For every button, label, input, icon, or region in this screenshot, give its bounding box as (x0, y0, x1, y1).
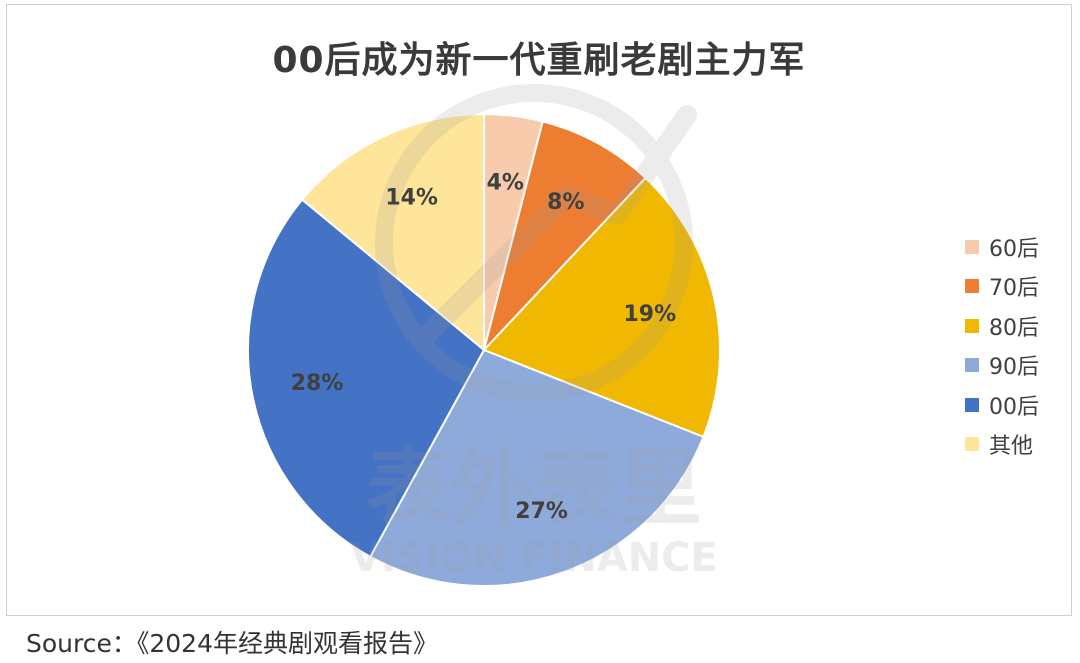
pie-slice-00后 (247, 198, 486, 559)
data-label-90后: 27% (515, 499, 568, 524)
watermark-cn: 表外表里 (366, 439, 702, 537)
legend-item-60后: 60后 (965, 227, 1065, 267)
data-label-70后: 8% (547, 190, 584, 215)
legend-label: 00后 (989, 394, 1039, 420)
data-label-80后: 19% (623, 302, 676, 327)
legend-swatch (965, 318, 979, 333)
legend-label: 90后 (989, 355, 1039, 381)
legend: 60后 70后 80后 90后 00后其他 (965, 227, 1065, 464)
legend-label: 70后 (989, 276, 1039, 302)
pie-slice-80后 (482, 176, 721, 439)
watermark-en: VISION FINANCE (350, 535, 718, 581)
legend-label: 60后 (989, 236, 1039, 262)
watermark-arrow (417, 105, 697, 345)
legend-item-90后: 90后 (965, 346, 1065, 386)
legend-item-80后: 80后 (965, 306, 1065, 346)
pie-slices (247, 112, 721, 587)
legend-swatch (965, 397, 979, 412)
data-label-00后: 28% (291, 371, 344, 396)
pie-slice-其他 (300, 112, 485, 353)
legend-swatch (965, 279, 979, 294)
legend-label: 其他 (989, 434, 1034, 460)
data-label-60后: 4% (487, 170, 524, 195)
watermark-ring (375, 84, 693, 402)
legend-item-00后: 00后 (965, 385, 1065, 425)
legend-swatch (965, 437, 979, 452)
pie-slice-90后 (368, 348, 705, 587)
watermark: 表外表里 VISION FINANCE (350, 84, 718, 581)
legend-label: 80后 (989, 315, 1039, 341)
legend-item-70后: 70后 (965, 267, 1065, 307)
pie-data-labels: 4% 8% 19% 27% 28% 14% (291, 170, 676, 523)
pie-slice-70后 (483, 120, 647, 351)
pie-chart: 表外表里 VISION FINANCE 4% 8% 19% 27% 28% 14% (247, 84, 721, 587)
legend-item-其他: 其他 (965, 425, 1065, 465)
legend-swatch (965, 358, 979, 373)
data-label-其他: 14% (385, 185, 438, 210)
legend-swatch (965, 239, 979, 254)
chart-title: 00后成为新一代重刷老剧主力军 (272, 40, 806, 81)
chart-frame: 00后成为新一代重刷老剧主力军 表外表里 VISION FINANCE 4% 8%… (6, 4, 1072, 616)
source-caption: Source：《2024年经典剧观看报告》 (26, 629, 438, 658)
